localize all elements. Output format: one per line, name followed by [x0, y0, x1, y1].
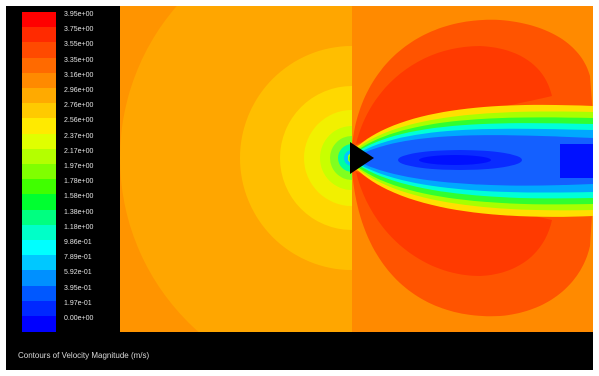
velocity-contour-plot	[120, 6, 593, 332]
legend-swatch	[22, 133, 56, 150]
legend-label: 7.89e-01	[64, 254, 92, 262]
legend-swatch	[22, 42, 56, 59]
legend-label: 9.86e-01	[64, 239, 92, 246]
legend-swatch	[22, 103, 56, 120]
legend-swatch	[22, 88, 56, 104]
caption-bar: Contours of Velocity Magnitude (m/s)	[6, 332, 593, 370]
legend-swatch	[22, 164, 56, 180]
legend-swatch	[22, 240, 56, 256]
legend-label: 2.37e+00	[64, 132, 94, 140]
legend-swatch	[22, 285, 56, 302]
legend-label: 0.00e+00	[64, 315, 94, 322]
wake-core-inner	[419, 155, 491, 165]
legend-swatch	[22, 194, 56, 211]
bluff-body	[350, 142, 374, 174]
legend-label: 5.92e-01	[64, 269, 92, 277]
legend-label: 3.35e+00	[64, 56, 94, 64]
plot-caption: Contours of Velocity Magnitude (m/s)	[18, 351, 150, 360]
legend-label: 1.58e+00	[64, 193, 94, 201]
legend-label: 2.96e+00	[64, 87, 94, 94]
legend-swatch	[22, 224, 56, 241]
legend-label: 3.75e+00	[64, 26, 94, 34]
legend-swatch	[22, 57, 56, 74]
legend-label: 3.95e+00	[64, 11, 94, 18]
legend-swatch	[22, 72, 56, 89]
legend-swatch	[22, 316, 56, 332]
legend-label: 2.76e+00	[64, 102, 94, 110]
legend-label: 3.16e+00	[64, 71, 94, 79]
legend-swatch	[22, 255, 56, 272]
legend-label: 1.97e-01	[64, 299, 92, 307]
legend-swatch	[22, 27, 56, 44]
legend-swatch	[22, 179, 56, 196]
legend-label: 1.18e+00	[64, 223, 94, 231]
legend-label: 3.55e+00	[64, 41, 94, 49]
legend-swatch	[22, 12, 56, 28]
legend-swatch	[22, 209, 56, 226]
legend-swatch	[22, 148, 56, 165]
legend-label: 1.78e+00	[64, 178, 94, 186]
legend-label: 1.38e+00	[64, 208, 94, 216]
legend-swatch	[22, 118, 56, 135]
legend-swatch	[22, 270, 56, 287]
legend-label: 3.95e-01	[64, 284, 92, 292]
legend-label: 1.97e+00	[64, 163, 94, 170]
legend-label: 2.17e+00	[64, 147, 94, 155]
wake-tail	[560, 144, 593, 178]
color-legend: 3.95e+00 3.75e+00 3.55e+00 3.35e+00 3.16e+00…	[6, 6, 120, 332]
legend-label: 2.56e+00	[64, 117, 94, 125]
legend-swatch	[22, 300, 56, 317]
